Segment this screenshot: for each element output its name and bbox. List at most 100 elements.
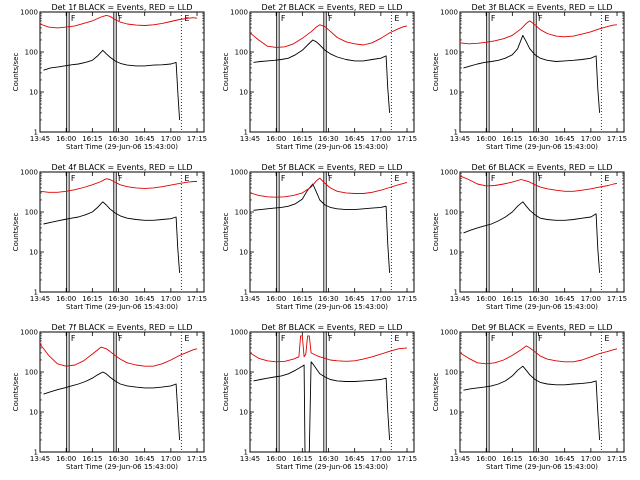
y-tick-label: 1: [454, 449, 458, 457]
x-tick-label: 16:45: [555, 455, 575, 463]
x-tick-label: 17:15: [607, 455, 627, 463]
detector-panel-2: Det 2f BLACK = Events, RED = LLD 1 10 100 10…: [222, 3, 417, 151]
x-tick-label: 16:45: [345, 295, 365, 303]
x-tick-label: 16:30: [318, 135, 338, 143]
y-axis-label: Counts/sec: [432, 213, 440, 252]
plot-frame: [459, 331, 625, 453]
series-line-lld: [459, 20, 618, 45]
y-axis-label: Counts/sec: [222, 213, 230, 252]
series-line-events: [253, 183, 391, 273]
marker-label: F: [491, 334, 496, 343]
detector-panel-6: Det 6f BLACK = Events, RED = LLD 1 10 100 10…: [432, 163, 627, 311]
x-tick-label: 16:45: [555, 295, 575, 303]
panel-title: Det 3f BLACK = Events, RED = LLD: [471, 3, 612, 12]
x-tick-label: 16:15: [82, 295, 102, 303]
y-tick-label: 100: [445, 49, 458, 57]
y-tick-label: 10: [239, 249, 248, 257]
y-tick-label: 100: [25, 369, 38, 377]
x-tick-label: 17:15: [397, 455, 417, 463]
plot-frame: [459, 171, 625, 293]
x-tick-label: 16:30: [108, 135, 128, 143]
panel-title: Det 1f BLACK = Events, RED = LLD: [51, 3, 192, 12]
y-tick-label: 10: [239, 409, 248, 417]
x-tick-label: 16:00: [266, 455, 286, 463]
x-tick-label: 17:00: [161, 295, 181, 303]
x-tick-label: 13:45: [240, 295, 260, 303]
series-line-events: [253, 39, 391, 113]
marker-label: F: [71, 334, 76, 343]
x-tick-label: 16:45: [555, 135, 575, 143]
x-tick-label: 17:00: [371, 295, 391, 303]
y-tick-label: 10: [239, 89, 248, 97]
y-tick-label: 10: [29, 409, 38, 417]
x-tick-label: 16:45: [135, 455, 155, 463]
series-line-events: [43, 49, 181, 121]
y-tick-label: 10: [29, 89, 38, 97]
x-tick-label: 17:00: [581, 455, 601, 463]
x-tick-label: 17:00: [581, 295, 601, 303]
x-tick-label: 17:15: [607, 295, 627, 303]
y-tick-label: 1000: [230, 169, 248, 177]
y-tick-label: 1: [244, 129, 248, 137]
x-tick-label: 16:30: [108, 455, 128, 463]
x-tick-label: 13:45: [240, 455, 260, 463]
y-tick-label: 1: [244, 449, 248, 457]
y-tick-label: 1000: [440, 329, 458, 337]
marker-label: F: [328, 334, 333, 343]
x-tick-label: 17:15: [187, 135, 207, 143]
marker-label: E: [184, 334, 189, 343]
series-line-lld: [39, 14, 198, 29]
x-tick-label: 17:00: [371, 135, 391, 143]
detector-panel-1: Det 1f BLACK = Events, RED = LLD 1 10 100 10…: [12, 3, 207, 151]
marker-label: F: [538, 14, 543, 23]
series-line-lld: [39, 178, 197, 193]
y-axis-label: Counts/sec: [12, 213, 20, 252]
y-tick-label: 100: [445, 209, 458, 217]
series-line-lld: [459, 175, 618, 192]
y-tick-label: 1: [34, 289, 38, 297]
detector-panel-7: Det 7f BLACK = Events, RED = LLD 1 10 100 10…: [12, 323, 207, 471]
plot-frame: [459, 11, 625, 133]
marker-label: E: [604, 14, 609, 23]
y-axis-label: Counts/sec: [432, 373, 440, 412]
x-tick-label: 16:30: [528, 295, 548, 303]
marker-label: F: [491, 174, 496, 183]
marker-label: F: [281, 334, 286, 343]
x-tick-label: 16:00: [476, 455, 496, 463]
series-line-events: [463, 201, 601, 273]
y-axis-label: Counts/sec: [12, 373, 20, 412]
x-tick-label: 13:45: [30, 135, 50, 143]
x-tick-label: 16:30: [528, 455, 548, 463]
x-tick-label: 13:45: [30, 295, 50, 303]
x-tick-label: 16:15: [292, 455, 312, 463]
series-line-events: [463, 34, 601, 113]
marker-label: F: [71, 14, 76, 23]
detector-panel-8: Det 8f BLACK = Events, RED = LLD 1 10 100 10…: [222, 323, 417, 471]
x-tick-label: 16:00: [266, 135, 286, 143]
plot-frame: [249, 11, 415, 133]
x-tick-label: 16:30: [528, 135, 548, 143]
y-tick-label: 100: [235, 49, 248, 57]
marker-label: F: [281, 14, 286, 23]
x-tick-label: 16:15: [502, 135, 522, 143]
series-line-events: [43, 201, 181, 273]
x-tick-label: 16:30: [108, 295, 128, 303]
detector-panel-5: Det 5f BLACK = Events, RED = LLD 1 10 100 10…: [222, 163, 417, 311]
x-tick-label: 16:45: [345, 135, 365, 143]
x-tick-label: 16:00: [476, 135, 496, 143]
x-tick-label: 17:00: [371, 455, 391, 463]
marker-label: F: [538, 334, 543, 343]
x-tick-label: 16:00: [56, 295, 76, 303]
y-tick-label: 1000: [20, 9, 38, 17]
x-tick-label: 17:15: [187, 295, 207, 303]
marker-label: F: [118, 174, 123, 183]
series-line-lld: [459, 345, 618, 365]
panel-title: Det 9f BLACK = Events, RED = LLD: [471, 323, 612, 332]
detector-panel-4: Det 4f BLACK = Events, RED = LLD 1 10 100 10…: [12, 163, 207, 311]
panel-title: Det 6f BLACK = Events, RED = LLD: [471, 163, 612, 172]
panel-title: Det 2f BLACK = Events, RED = LLD: [261, 3, 402, 12]
x-tick-label: 17:00: [161, 135, 181, 143]
panel-title: Det 4f BLACK = Events, RED = LLD: [51, 163, 192, 172]
y-tick-label: 10: [449, 249, 458, 257]
